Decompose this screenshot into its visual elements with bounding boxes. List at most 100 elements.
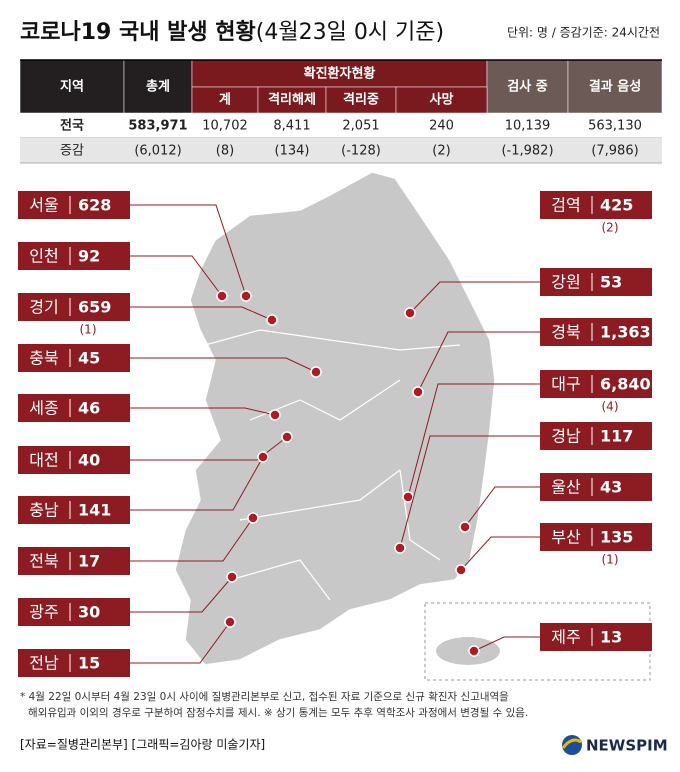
cell-text: 증감: [60, 144, 84, 159]
region-dot: [216, 290, 228, 302]
region-value: 30: [78, 603, 100, 622]
cell-text: (134): [275, 144, 310, 159]
leader-line: [460, 536, 540, 571]
region-name: 세종: [29, 399, 58, 418]
unit-note: 단위: 명 / 증감기준: 24시간전: [507, 26, 660, 40]
region-value: 135: [600, 528, 633, 547]
region-name: 충남: [29, 501, 59, 520]
label-box: [540, 268, 652, 296]
leader-line: [130, 456, 264, 511]
region-dot: [412, 386, 424, 398]
region-name: 경남: [551, 427, 581, 446]
cell-text: (6,012): [134, 144, 181, 159]
leader-line: [130, 517, 254, 562]
cell-text: 10,139: [505, 119, 551, 134]
region-value: 628: [78, 196, 111, 215]
region-labels: 서울 628 인천 92 경기 659 (1) 충북 45 세종 46 대전 40 충남 141 전북 17 광주…: [18, 191, 652, 677]
region-dot: [247, 512, 259, 524]
leader-line: [464, 486, 540, 528]
label-box: [540, 422, 652, 450]
cell-text: 2,051: [342, 119, 379, 134]
region-name: 대전: [29, 451, 58, 470]
header-cell: [567, 59, 663, 114]
leader-line: [417, 331, 540, 393]
region-change: (4): [602, 400, 619, 414]
jeju-box: [424, 602, 651, 681]
region-name: 광주: [29, 603, 58, 622]
title-main: 코로나19 국내 발생 현황: [20, 20, 256, 45]
label-box: [18, 496, 130, 524]
subheader-text: 격리중: [343, 92, 379, 108]
region-value: 117: [600, 427, 633, 446]
region-dot: [281, 431, 293, 443]
label-box: [18, 649, 130, 677]
region-dot: [402, 491, 414, 503]
cell-text: (8): [216, 144, 234, 159]
region-value: 13: [600, 628, 622, 647]
region-name: 서울: [29, 196, 58, 215]
subheader-text: 격리해제: [268, 92, 316, 108]
region-name: 검역: [551, 196, 580, 215]
cell-text: 240: [429, 119, 454, 134]
region-dot: [257, 451, 269, 463]
region-value: 15: [78, 654, 100, 673]
footnote: 해외유입과 이외의 경우로 구분하여 잠정수치를 제시. ※ 상기 통계는 모두…: [28, 706, 528, 719]
region-name: 충북: [29, 349, 58, 368]
source: [자료=질병관리본부] [그래픽=김아랑 미술기자]: [20, 738, 265, 752]
korea-map: [174, 171, 496, 666]
region-dot: [455, 564, 467, 576]
region-value: 659: [78, 298, 111, 317]
cell-text: 563,130: [588, 119, 642, 134]
logo: NEWSPIM: [586, 737, 668, 755]
region-value: 141: [78, 501, 111, 520]
region-value: 17: [78, 552, 100, 571]
cell-text: (-128): [341, 144, 381, 159]
region-value: 92: [78, 247, 100, 266]
leader-line: [473, 636, 540, 652]
title-date: (4월23일 0시 기준): [256, 20, 444, 45]
region-dot: [459, 521, 471, 533]
footnote: * 4월 22일 0시부터 4월 23일 0시 사이에 질병관리본부로 신고, …: [20, 690, 509, 703]
cell-text: (-1,982): [501, 144, 553, 159]
logo-swoosh: [561, 738, 582, 749]
header-cell: [19, 59, 125, 114]
region-dot: [226, 571, 238, 583]
header-text: 확진환자현황: [304, 66, 376, 82]
leader-line: [130, 255, 223, 297]
region-name: 전북: [29, 552, 58, 571]
cell-text: (7,986): [591, 144, 638, 159]
leader-line: [130, 407, 276, 416]
header-cell: [486, 59, 569, 114]
row-bg: [20, 138, 662, 163]
region-dot: [240, 290, 252, 302]
region-dot: [394, 542, 406, 554]
title: 코로나19 국내 발생 현황(4월23일 0시 기준): [20, 20, 444, 45]
leader-line: [130, 621, 231, 664]
header-text: 총계: [146, 79, 170, 95]
leader-line: [407, 383, 540, 498]
label-box: [18, 242, 130, 270]
header-text: 검사 중: [507, 79, 547, 95]
leader-line: [130, 204, 247, 297]
leader-line: [130, 576, 233, 613]
region-change: (1): [602, 553, 619, 567]
row-bg: [20, 113, 662, 138]
leader-line: [409, 281, 540, 314]
region-value: 6,840: [600, 375, 651, 394]
region-name: 울산: [551, 478, 581, 497]
label-box: [18, 598, 130, 626]
region-name: 부산: [551, 528, 581, 547]
header-text: 지역: [60, 79, 84, 95]
region-value: 53: [600, 273, 622, 292]
label-box: [18, 191, 130, 219]
region-value: 40: [78, 451, 100, 470]
cell-text: 전국: [60, 118, 84, 134]
label-box: [540, 473, 652, 501]
region-dot: [404, 307, 416, 319]
cell-text: 10,702: [202, 119, 248, 134]
label-box: [540, 191, 652, 219]
leader-line: [130, 306, 273, 321]
label-box: [18, 394, 130, 422]
